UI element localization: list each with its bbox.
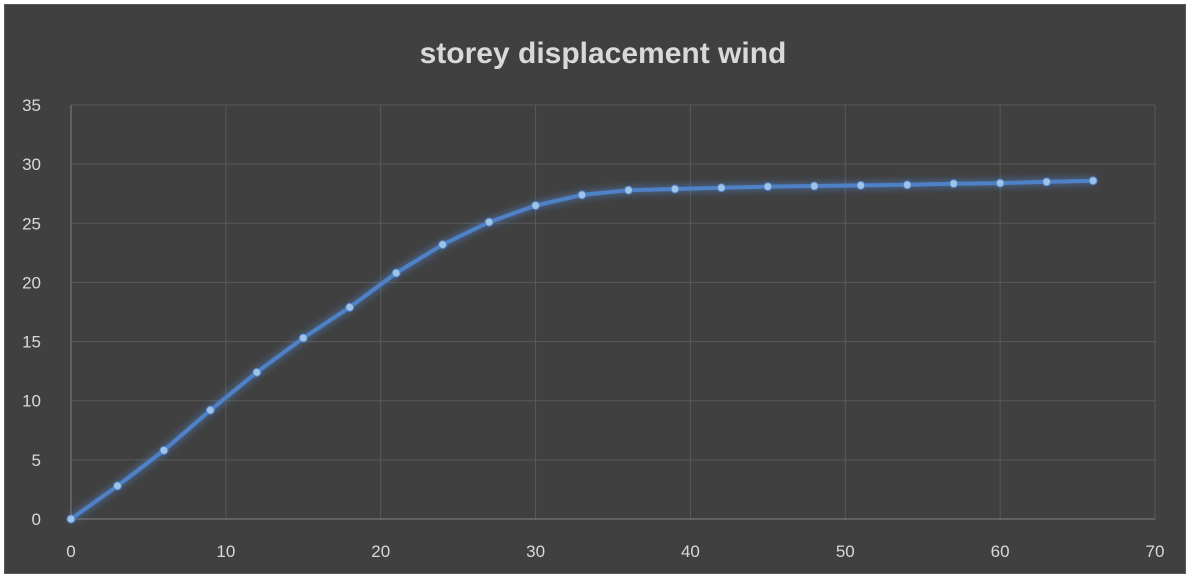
data-point bbox=[949, 179, 959, 189]
data-point bbox=[531, 201, 541, 211]
tick-labels: 0 5 10 15 20 25 30 35 0 10 20 30 40 50 60 70 bbox=[22, 96, 1164, 561]
data-point bbox=[159, 445, 169, 455]
line-chart: storey displacement wind 051015202530350… bbox=[22, 37, 1164, 561]
data-point bbox=[902, 180, 912, 190]
data-point bbox=[809, 181, 819, 191]
x-tick-label: 70 bbox=[1146, 542, 1165, 561]
y-tick-label: 5 bbox=[32, 451, 41, 470]
data-point bbox=[391, 268, 401, 278]
chart-title: storey displacement wind bbox=[420, 37, 787, 70]
data-point bbox=[66, 514, 76, 524]
data-point bbox=[112, 481, 122, 491]
chart-area: storey displacement wind 0 5 10 15 20 25 30 35 0… bbox=[4, 4, 1186, 574]
y-tick-label: 0 bbox=[32, 510, 41, 529]
data-point bbox=[1088, 176, 1098, 186]
x-tick-label: 10 bbox=[216, 542, 235, 561]
y-tick-label: 35 bbox=[22, 96, 41, 115]
x-tick-label: 20 bbox=[371, 542, 390, 561]
data-point bbox=[205, 405, 215, 415]
y-tick-label: 10 bbox=[22, 392, 41, 411]
y-tick-label: 25 bbox=[22, 214, 41, 233]
x-tick-label: 50 bbox=[836, 542, 855, 561]
y-tick-label: 30 bbox=[22, 155, 41, 174]
data-point bbox=[1042, 177, 1052, 187]
x-tick-label: 30 bbox=[526, 542, 545, 561]
data-point bbox=[716, 183, 726, 193]
x-tick-label: 0 bbox=[66, 542, 75, 561]
data-point bbox=[345, 302, 355, 312]
y-tick-label: 15 bbox=[22, 333, 41, 352]
data-point bbox=[623, 185, 633, 195]
axes bbox=[70, 105, 1155, 520]
series-line bbox=[69, 178, 1096, 521]
data-series bbox=[66, 176, 1098, 524]
y-tick-label: 20 bbox=[22, 273, 41, 292]
data-point bbox=[856, 180, 866, 190]
data-point bbox=[670, 184, 680, 194]
data-point bbox=[995, 178, 1005, 188]
gridlines bbox=[71, 104, 1156, 519]
data-point bbox=[577, 190, 587, 200]
x-tick-label: 60 bbox=[991, 542, 1010, 561]
data-point bbox=[252, 367, 262, 377]
data-point bbox=[763, 182, 773, 192]
data-point bbox=[298, 333, 308, 343]
x-tick-label: 40 bbox=[681, 542, 700, 561]
data-point bbox=[438, 240, 448, 250]
data-point bbox=[484, 217, 494, 227]
